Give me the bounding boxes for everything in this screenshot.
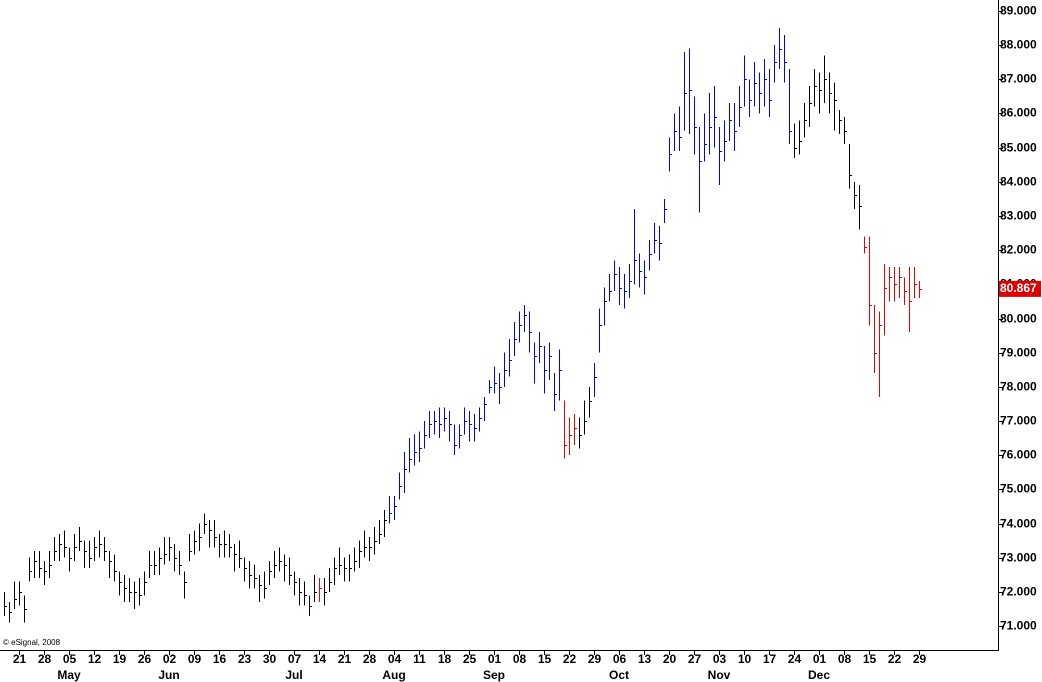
x-tick-label: 28 — [38, 652, 52, 666]
y-tick-label: 87.000 — [1000, 72, 1037, 86]
x-tick-label: 15 — [538, 652, 552, 666]
x-tick-label: 27 — [688, 652, 702, 666]
x-tick-label: 21 — [338, 652, 352, 666]
y-tick-label: 84.000 — [1000, 175, 1037, 189]
x-tick-label: 07 — [288, 652, 302, 666]
last-price-box — [999, 280, 1041, 297]
x-tick-label: 05 — [63, 652, 77, 666]
x-tick-label: 02 — [163, 652, 177, 666]
x-tick-label: 03 — [713, 652, 727, 666]
y-tick-label: 71.000 — [1000, 619, 1037, 633]
x-tick-label: 18 — [438, 652, 452, 666]
x-tick-label: 04 — [388, 652, 402, 666]
y-tick-label: 72.000 — [1000, 585, 1037, 599]
x-tick-label: 08 — [513, 652, 527, 666]
x-tick-label: 11 — [413, 652, 426, 666]
x-tick-label: 12 — [88, 652, 102, 666]
y-tick-label: 88.000 — [1000, 38, 1037, 52]
y-tick-label: 73.000 — [1000, 551, 1037, 565]
y-tick-label: 76.000 — [1000, 448, 1037, 462]
x-tick-label: 25 — [463, 652, 477, 666]
x-tick-label: 20 — [663, 652, 677, 666]
x-tick-label: 28 — [363, 652, 377, 666]
y-tick-label: 86.000 — [1000, 106, 1037, 120]
month-label: Nov — [708, 668, 731, 682]
y-tick-label: 78.000 — [1000, 380, 1037, 394]
x-tick-label: 24 — [788, 652, 802, 666]
month-label: Jun — [158, 668, 179, 682]
y-tick-label: 79.000 — [1000, 346, 1037, 360]
y-tick-label: 74.000 — [1000, 517, 1037, 531]
x-tick-label: 30 — [263, 652, 277, 666]
x-tick-label: 16 — [213, 652, 227, 666]
y-tick-label: 75.000 — [1000, 482, 1037, 496]
y-tick-label: 85.000 — [1000, 141, 1037, 155]
x-tick-label: 06 — [613, 652, 627, 666]
y-tick-label: 80.000 — [1000, 312, 1037, 326]
month-label: Oct — [609, 668, 629, 682]
x-tick-label: 01 — [488, 652, 502, 666]
x-tick-label: 29 — [588, 652, 602, 666]
x-tick-label: 23 — [238, 652, 252, 666]
month-label: Aug — [382, 668, 405, 682]
x-tick-label: 17 — [763, 652, 777, 666]
month-label: Dec — [808, 668, 830, 682]
x-tick-label: 15 — [863, 652, 877, 666]
y-tick-label: 77.000 — [1000, 414, 1037, 428]
x-tick-label: 01 — [813, 652, 827, 666]
x-tick-label: 19 — [113, 652, 127, 666]
x-tick-label: 09 — [188, 652, 202, 666]
month-label: Jul — [285, 668, 302, 682]
x-tick-label: 08 — [838, 652, 852, 666]
x-tick-label: 14 — [313, 652, 327, 666]
y-tick-label: 82.000 — [1000, 243, 1037, 257]
x-tick-label: 26 — [138, 652, 152, 666]
x-tick-label: 22 — [563, 652, 577, 666]
y-tick-label: 89.000 — [1000, 4, 1037, 18]
x-tick-label: 13 — [638, 652, 652, 666]
month-label: Sep — [483, 668, 505, 682]
last-price-label: 80.867 — [1000, 281, 1037, 295]
x-tick-label: 29 — [913, 652, 927, 666]
y-tick-label: 83.000 — [1000, 209, 1037, 223]
copyright: © eSignal, 2008 — [3, 638, 61, 647]
x-tick-label: 22 — [888, 652, 902, 666]
x-tick-label: 21 — [13, 652, 27, 666]
month-label: May — [57, 668, 81, 682]
x-tick-label: 10 — [738, 652, 752, 666]
